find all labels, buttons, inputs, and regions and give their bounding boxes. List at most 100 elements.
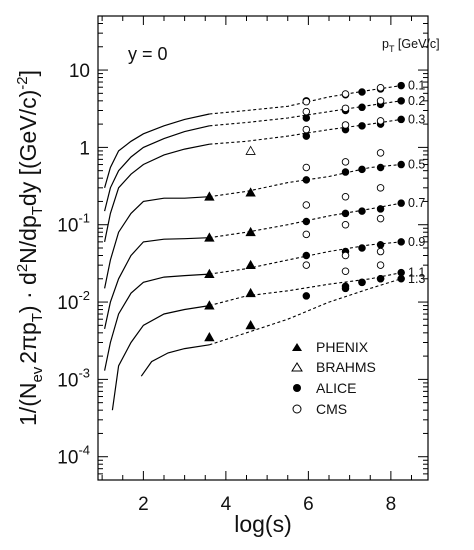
legend-alice-label: ALICE [316, 380, 356, 396]
x-tick-label: 6 [303, 494, 314, 515]
brahms-point [245, 145, 256, 155]
cms-point [376, 97, 385, 105]
model-curve-solid [104, 125, 210, 212]
phenix-point [204, 331, 215, 342]
cms-point [302, 125, 311, 134]
legend-phenix-marker [292, 343, 302, 351]
phenix-point [245, 226, 256, 237]
cms-point [302, 107, 311, 116]
alice-point [358, 88, 366, 96]
y-tick-label: 10-3 [57, 365, 90, 391]
cms-point [341, 220, 350, 229]
cms-point [376, 184, 385, 192]
pt-labels: 0.10.2 0.3 0.5 0.7 0.9 1.11.3 [408, 79, 425, 286]
cms-point [302, 261, 311, 269]
pt-label: 0.2 [408, 94, 425, 108]
phenix-point [245, 259, 256, 270]
alice-point [376, 275, 385, 283]
pt-label: 0.3 [408, 112, 425, 126]
model-curve-solid [140, 344, 210, 377]
model-curve-solid [104, 237, 210, 330]
alice-point [397, 199, 405, 207]
alice-point [302, 292, 311, 300]
y-tick-label: 10-2 [57, 288, 90, 314]
legend-brahms-label: BRAHMS [316, 359, 376, 375]
y-tick-label: 10-4 [57, 443, 90, 469]
model-curve-solid [111, 305, 210, 411]
alice-point [341, 168, 350, 176]
alice-point [397, 160, 405, 169]
cms-point [376, 84, 385, 92]
legend: PHENIX BRAHMS ALICE CMS [291, 339, 376, 417]
cms-point [302, 230, 311, 239]
alice-point [302, 217, 311, 226]
alice-point [376, 205, 385, 213]
legend-alice-marker [293, 384, 301, 392]
legend-brahms-marker [291, 362, 303, 372]
pt-label: 0.5 [408, 158, 425, 172]
pt-label: 0.7 [408, 196, 425, 210]
phenix-point [245, 287, 256, 298]
y-axis-title: 1/(Nev2πpT) · d2N/dpTdy [(GeV/c)-2] [14, 70, 46, 426]
y-equals-zero-annotation: y = 0 [128, 44, 168, 64]
cms-point [341, 251, 350, 260]
alice-point [341, 282, 350, 291]
model-curve-dashed [209, 272, 402, 307]
x-tick-label: 4 [221, 494, 232, 515]
cms-point [302, 163, 311, 172]
tick-labels: 2 4 6 8 10 1 10-1 10-2 10-3 10-4 [57, 61, 396, 515]
cms-point [376, 149, 385, 157]
alice-point [397, 268, 405, 277]
alice-point [397, 275, 405, 283]
alice-point [358, 244, 366, 252]
alice-point [376, 241, 385, 249]
legend-phenix-label: PHENIX [316, 339, 369, 355]
alice-point [397, 97, 405, 105]
y-tick-label: 1 [79, 138, 90, 159]
x-tick-label: 2 [138, 494, 149, 515]
alice-point [397, 238, 405, 246]
phenix-point [245, 187, 256, 197]
pt-label: 0.9 [408, 235, 425, 249]
alice-point [358, 165, 366, 174]
alice-point [302, 176, 311, 184]
phenix-point [204, 232, 215, 242]
pt-label: 1.1 [408, 266, 425, 280]
alice-point [302, 251, 311, 260]
legend-cms-marker [292, 404, 302, 414]
x-axis-title: log(s) [234, 511, 292, 537]
phenix-point [245, 320, 256, 330]
cms-point [341, 104, 350, 113]
model-curve-dashed [209, 100, 402, 127]
cms-point [341, 158, 350, 166]
cms-point [341, 267, 350, 276]
model-curve-dashed [209, 278, 402, 346]
cms-point [376, 247, 385, 256]
phenix-point [204, 268, 215, 278]
model-curve-solid [104, 143, 210, 243]
y-tick-label: 10 [69, 61, 90, 82]
cms-point [341, 192, 350, 201]
cms-point [302, 97, 311, 106]
cms-point [341, 90, 350, 98]
cms-point [302, 201, 311, 209]
alice-point [341, 209, 350, 218]
model-curve-dashed [209, 118, 402, 145]
cms-point [376, 214, 385, 223]
legend-cms-label: CMS [316, 401, 347, 417]
phenix-point [204, 300, 215, 310]
cms-point [341, 121, 350, 129]
alice-point [358, 207, 366, 215]
alice-point [358, 278, 366, 287]
alice-point [376, 163, 385, 172]
alice-point [358, 122, 366, 130]
model-curve-solid [104, 273, 210, 371]
model-curve-solid [104, 113, 210, 188]
alice-point [358, 103, 366, 112]
cms-point [376, 117, 385, 125]
axis-ticks [98, 15, 428, 481]
alice-point [302, 132, 311, 140]
pt-label: 0.1 [408, 79, 425, 93]
model-curve-solid [104, 196, 210, 289]
